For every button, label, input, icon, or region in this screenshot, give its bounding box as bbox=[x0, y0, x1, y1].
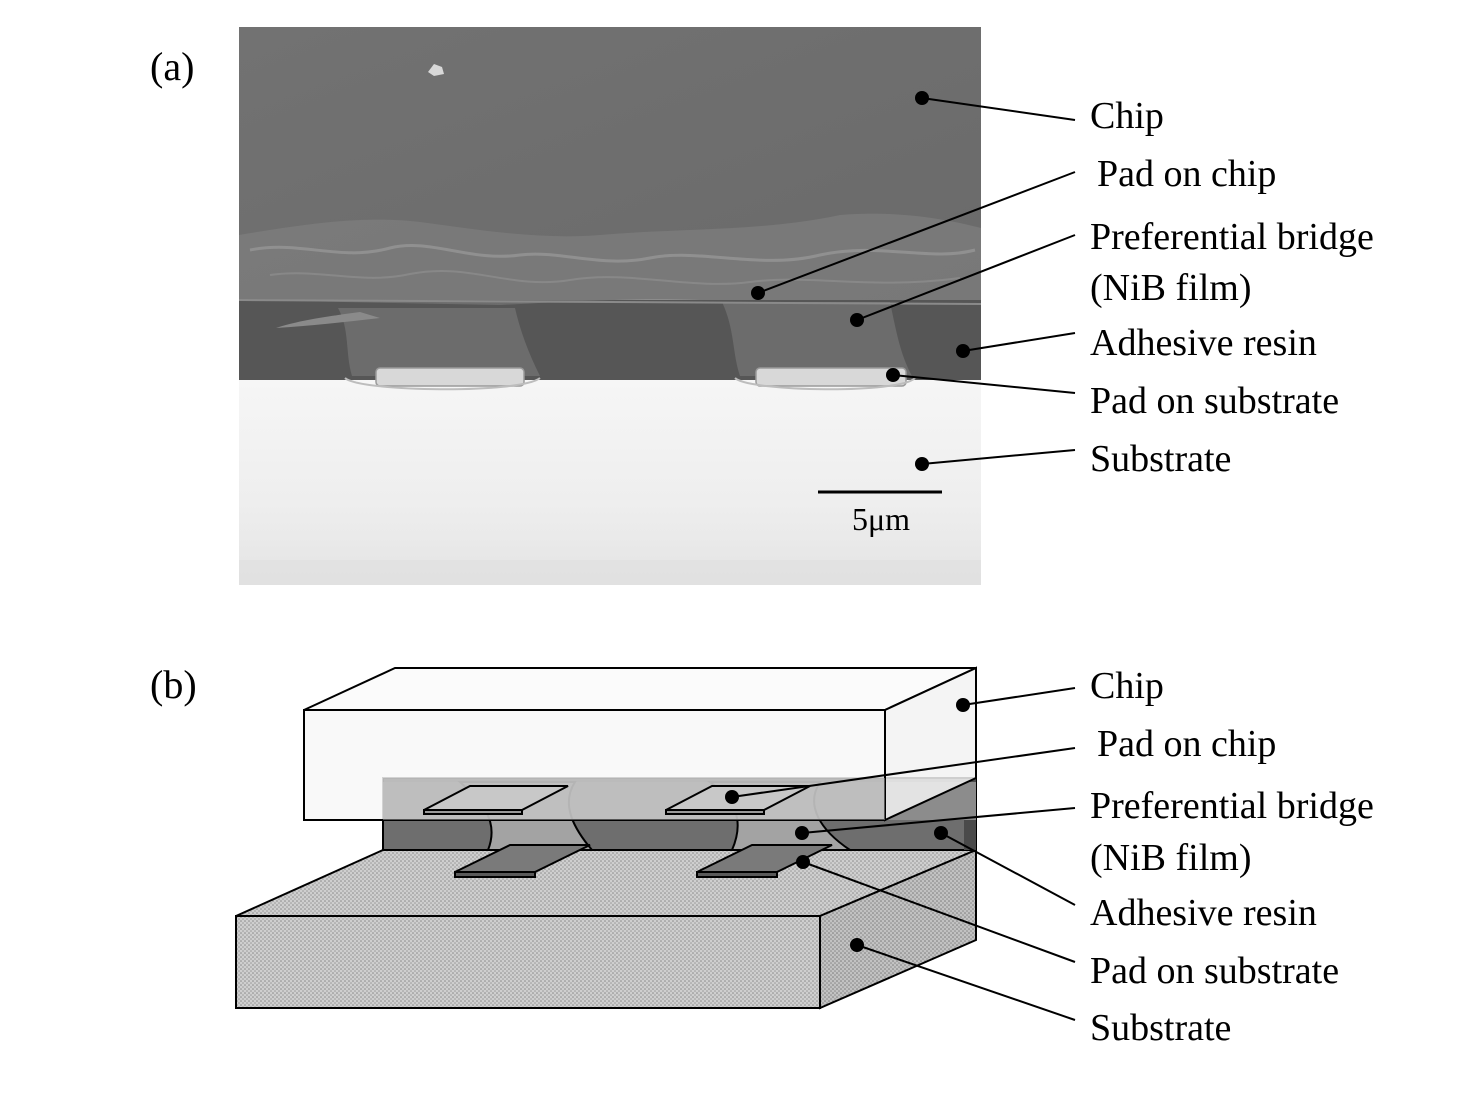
a-label-chip: Chip bbox=[1090, 95, 1164, 137]
panel-b-tag: (b) bbox=[150, 662, 197, 707]
sem-bridge-right bbox=[722, 302, 912, 376]
schematic bbox=[235, 666, 977, 1010]
b-label-bridge-line2: (NiB film) bbox=[1090, 837, 1251, 879]
panel-b-leaders bbox=[725, 687, 1076, 1021]
schematic-chip-top bbox=[303, 667, 977, 711]
a-label-bridge-line2: (NiB film) bbox=[1090, 267, 1251, 309]
a-label-substrate: Substrate bbox=[1090, 438, 1231, 480]
sem-pad-substrate-left bbox=[375, 367, 525, 387]
b-label-bridge-line1: Preferential bridge bbox=[1090, 785, 1374, 827]
scale-bar-label: 5μm bbox=[852, 501, 910, 537]
panel-a-tag: (a) bbox=[150, 44, 194, 89]
b-label-substrate: Substrate bbox=[1090, 1007, 1231, 1049]
a-label-pad-on-substrate: Pad on substrate bbox=[1090, 380, 1339, 422]
b-label-chip: Chip bbox=[1090, 665, 1164, 707]
panel-a-leaders bbox=[751, 91, 1076, 471]
sem-image bbox=[238, 27, 982, 585]
b-label-adhesive: Adhesive resin bbox=[1090, 892, 1317, 934]
sem-bridge-left bbox=[338, 308, 540, 376]
a-label-bridge-line1: Preferential bridge bbox=[1090, 216, 1374, 258]
sem-substrate bbox=[239, 378, 981, 585]
a-label-adhesive: Adhesive resin bbox=[1090, 322, 1317, 364]
sem-pad-substrate-right bbox=[755, 367, 907, 387]
b-label-pad-on-substrate: Pad on substrate bbox=[1090, 950, 1339, 992]
a-label-pad-on-chip: Pad on chip bbox=[1097, 153, 1276, 195]
schematic-substrate-front bbox=[235, 915, 821, 1009]
b-label-pad-on-chip: Pad on chip bbox=[1097, 723, 1276, 765]
